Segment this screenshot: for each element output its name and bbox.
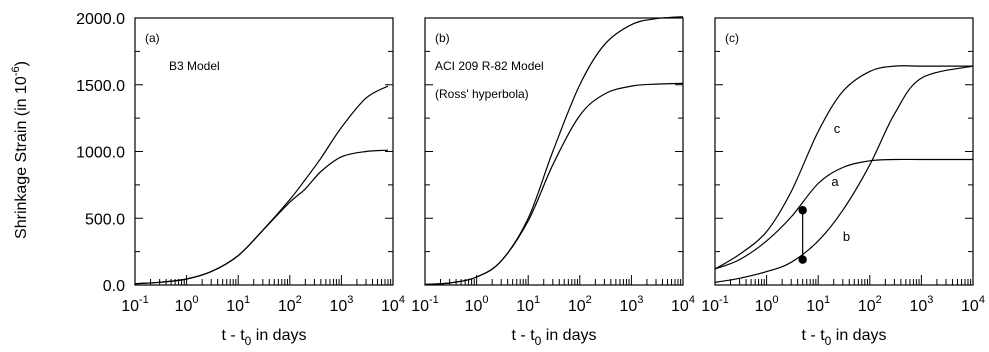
series-line xyxy=(714,65,974,283)
x-tick-label: 104 xyxy=(671,294,695,315)
y-axis-label: Shrinkage Strain (in 10-6) xyxy=(10,61,30,239)
x-tick-label: 101 xyxy=(806,294,830,315)
y-tick-label: 0.0 xyxy=(103,278,125,295)
annotation: B3 Model xyxy=(169,59,220,73)
series-line xyxy=(714,158,973,270)
y-tick-label: 1500.0 xyxy=(76,78,125,95)
series-line xyxy=(714,65,973,270)
y-tick-label: 2000.0 xyxy=(76,11,125,28)
curve-label: a xyxy=(831,174,839,189)
panel-1: 10-1 100 101 102 103 104 t - t0 in days 0.0 500.… xyxy=(10,11,405,348)
x-axis-label: t - t0 in days xyxy=(222,327,307,348)
panel-label: (a) xyxy=(145,31,160,45)
y-tick-label: 500.0 xyxy=(85,211,125,228)
x-tick-label: 104 xyxy=(961,294,985,315)
x-axis-label: t - t0 in days xyxy=(512,327,597,348)
x-tick-label: 101 xyxy=(516,294,540,315)
x-tick-label: 103 xyxy=(329,294,353,315)
x-tick-label: 104 xyxy=(381,294,405,315)
series-line xyxy=(134,85,389,285)
panel-label: (b) xyxy=(435,31,450,45)
x-tick-label: 102 xyxy=(568,294,592,315)
x-tick-label: 100 xyxy=(465,294,489,315)
curve-label: b xyxy=(843,229,850,244)
data-point-marker xyxy=(798,255,807,264)
x-tick-label: 100 xyxy=(175,294,199,315)
x-tick-label: 10-1 xyxy=(701,294,729,315)
y-tick-label: 1000.0 xyxy=(76,145,125,162)
x-tick-label: 10-1 xyxy=(411,294,439,315)
x-tick-label: 102 xyxy=(858,294,882,315)
x-axis-label: t - t0 in days xyxy=(802,327,887,348)
series-line xyxy=(424,16,684,285)
series-line xyxy=(134,149,389,285)
x-tick-label: 103 xyxy=(909,294,933,315)
data-point-marker xyxy=(798,206,807,215)
x-tick-label: 102 xyxy=(278,294,302,315)
x-tick-label: 10-1 xyxy=(121,294,149,315)
series-line xyxy=(424,82,684,285)
panel-2: 10-1 100 101 102 103 104 t - t0 in days (b) ACI … xyxy=(411,16,695,348)
curve-label: c xyxy=(834,121,841,136)
x-tick-label: 103 xyxy=(619,294,643,315)
panel-3: 10-1 100 101 102 103 104 t - t0 in days (c) c a b xyxy=(701,17,985,348)
x-tick-label: 100 xyxy=(755,294,779,315)
x-tick-label: 101 xyxy=(226,294,250,315)
plot-frame xyxy=(714,17,974,286)
annotation: (Ross' hyperbola) xyxy=(435,87,529,101)
annotation: ACI 209 R-82 Model xyxy=(435,59,544,73)
panel-label: (c) xyxy=(725,31,739,45)
